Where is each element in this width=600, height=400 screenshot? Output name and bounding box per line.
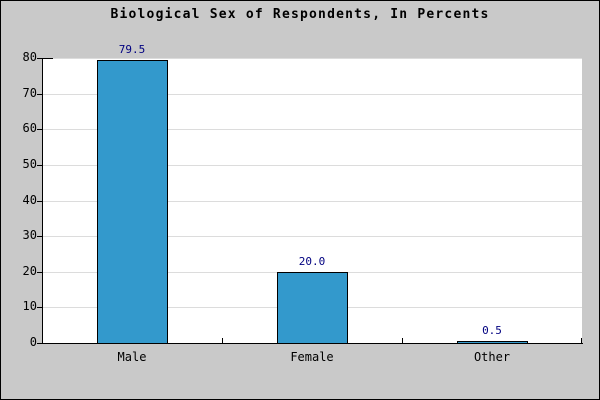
y-axis-tick — [37, 343, 42, 344]
y-axis-tick — [37, 58, 42, 59]
y-axis-label: 0 — [29, 335, 37, 349]
x-axis-category-label: Male — [117, 350, 147, 364]
y-axis-label: 20 — [22, 263, 37, 278]
gridline — [43, 164, 582, 166]
gridline — [43, 236, 582, 238]
gridline — [43, 200, 582, 202]
bar — [96, 59, 168, 344]
gridline — [43, 93, 582, 95]
y-axis-tick — [37, 200, 42, 202]
bar-value-label: 0.5 — [482, 324, 502, 338]
bar-value-label: 79.5 — [118, 42, 146, 56]
y-axis-label: 80 — [22, 50, 37, 64]
x-axis-end-tick — [581, 338, 582, 343]
y-axis-label: 50 — [22, 156, 37, 171]
gridline — [43, 58, 582, 59]
x-axis-tick — [222, 338, 223, 343]
y-axis-label: 70 — [22, 85, 37, 100]
y-axis-tick — [37, 129, 42, 131]
y-axis-tick — [37, 236, 42, 238]
y-axis-tick — [37, 93, 42, 95]
y-axis-tick — [37, 271, 42, 273]
x-axis-tick — [402, 338, 403, 343]
x-axis-line — [42, 343, 583, 344]
y-axis-label: 60 — [22, 121, 37, 136]
gridline — [43, 129, 582, 131]
y-axis-tick — [37, 164, 42, 166]
y-axis-line — [42, 58, 43, 344]
y-axis-label: 10 — [22, 299, 37, 314]
x-axis-category-label: Female — [290, 350, 334, 364]
x-axis-category-label: Other — [473, 350, 511, 364]
y-axis-tick — [37, 307, 42, 309]
chart-title: Biological Sex of Respondents, In Percen… — [110, 7, 490, 22]
bar — [276, 271, 348, 344]
bar-value-label: 20.0 — [298, 254, 326, 268]
y-axis-top-cap — [43, 58, 53, 59]
y-axis-label: 40 — [22, 192, 37, 207]
y-axis-label: 30 — [22, 228, 37, 243]
